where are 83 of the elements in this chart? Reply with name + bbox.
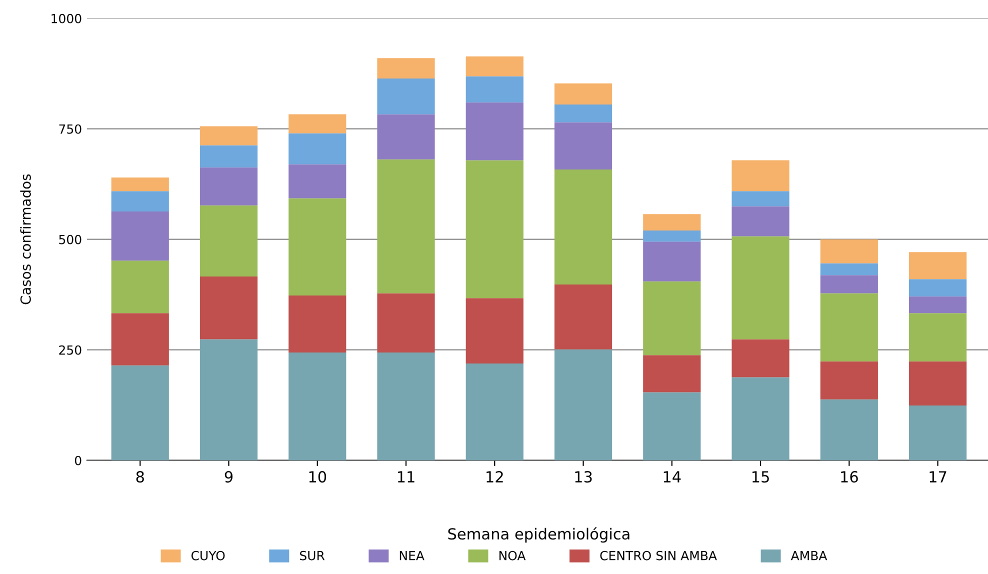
bar — [111, 177, 169, 192]
bar — [466, 160, 524, 298]
bar — [820, 293, 878, 362]
x-tick-label: 17 — [930, 471, 946, 482]
legend-label: NOA — [499, 550, 526, 560]
bar — [554, 83, 612, 105]
legend-label: AMBA — [790, 551, 828, 560]
bar — [466, 76, 524, 102]
bar — [643, 214, 701, 231]
y-axis-title: Casos confirmados — [20, 174, 31, 304]
bar — [554, 104, 612, 122]
bar — [466, 364, 524, 460]
bar — [200, 276, 258, 340]
legend-label: SUR — [300, 550, 325, 560]
y-tick-label: 500 — [59, 234, 82, 244]
bar — [200, 339, 258, 460]
bar — [732, 160, 790, 192]
bar — [908, 252, 967, 280]
bar — [377, 58, 435, 78]
bar — [200, 205, 258, 276]
bar — [554, 122, 612, 170]
bar — [820, 399, 878, 460]
bar — [288, 114, 346, 134]
bar — [288, 198, 346, 296]
bar — [377, 78, 435, 114]
y-tick-label: 750 — [59, 124, 82, 134]
bar — [820, 239, 878, 264]
bar — [466, 56, 524, 76]
legend-label: NEA — [400, 551, 424, 560]
bar — [732, 339, 790, 378]
bar — [732, 236, 790, 340]
bar — [908, 296, 967, 314]
bar — [288, 295, 346, 353]
bar — [732, 191, 790, 206]
x-tick-label: 16 — [841, 471, 858, 483]
y-tick-label: 1000 — [52, 14, 82, 24]
x-axis-title: Semana epidemiológica — [448, 527, 630, 543]
bar — [908, 361, 967, 406]
x-tick-label: 12 — [486, 471, 503, 482]
bar — [643, 230, 701, 242]
bar — [200, 126, 258, 146]
x-tick-label: 15 — [752, 471, 769, 483]
bar — [111, 365, 169, 460]
bar — [643, 242, 701, 282]
bar — [554, 170, 612, 284]
bar — [643, 355, 701, 392]
bar — [288, 164, 346, 198]
x-tick-label: 14 — [664, 471, 681, 482]
bar — [908, 279, 967, 296]
bar — [111, 260, 169, 314]
bar — [111, 212, 169, 261]
bar — [466, 102, 524, 160]
bar — [200, 145, 258, 168]
bar — [377, 352, 435, 460]
x-tick-label: 11 — [398, 471, 414, 482]
x-tick-label: 13 — [575, 471, 592, 483]
bar — [288, 352, 346, 460]
legend-label: CUYO — [191, 550, 225, 560]
bar — [111, 191, 169, 212]
bar — [377, 114, 435, 160]
bar — [377, 293, 435, 353]
y-tick-label: 250 — [59, 345, 82, 355]
bar — [466, 298, 524, 364]
legend-label: CENTRO SIN AMBA — [600, 550, 717, 560]
x-tick-label: 10 — [309, 471, 326, 483]
bar — [643, 392, 701, 460]
bar — [908, 406, 967, 460]
bar — [820, 263, 878, 276]
x-tick-label: 9 — [224, 471, 233, 483]
bar — [554, 284, 612, 350]
bar — [288, 133, 346, 164]
bar — [732, 206, 790, 236]
bar — [732, 377, 790, 460]
bar — [377, 159, 435, 294]
bar — [908, 313, 967, 362]
bar — [820, 361, 878, 400]
bar — [111, 313, 169, 366]
bar — [820, 275, 878, 294]
bar — [200, 167, 258, 206]
y-tick-label: 0 — [74, 456, 82, 466]
bar — [643, 281, 701, 356]
bar — [554, 349, 612, 460]
x-tick-label: 8 — [136, 471, 144, 483]
